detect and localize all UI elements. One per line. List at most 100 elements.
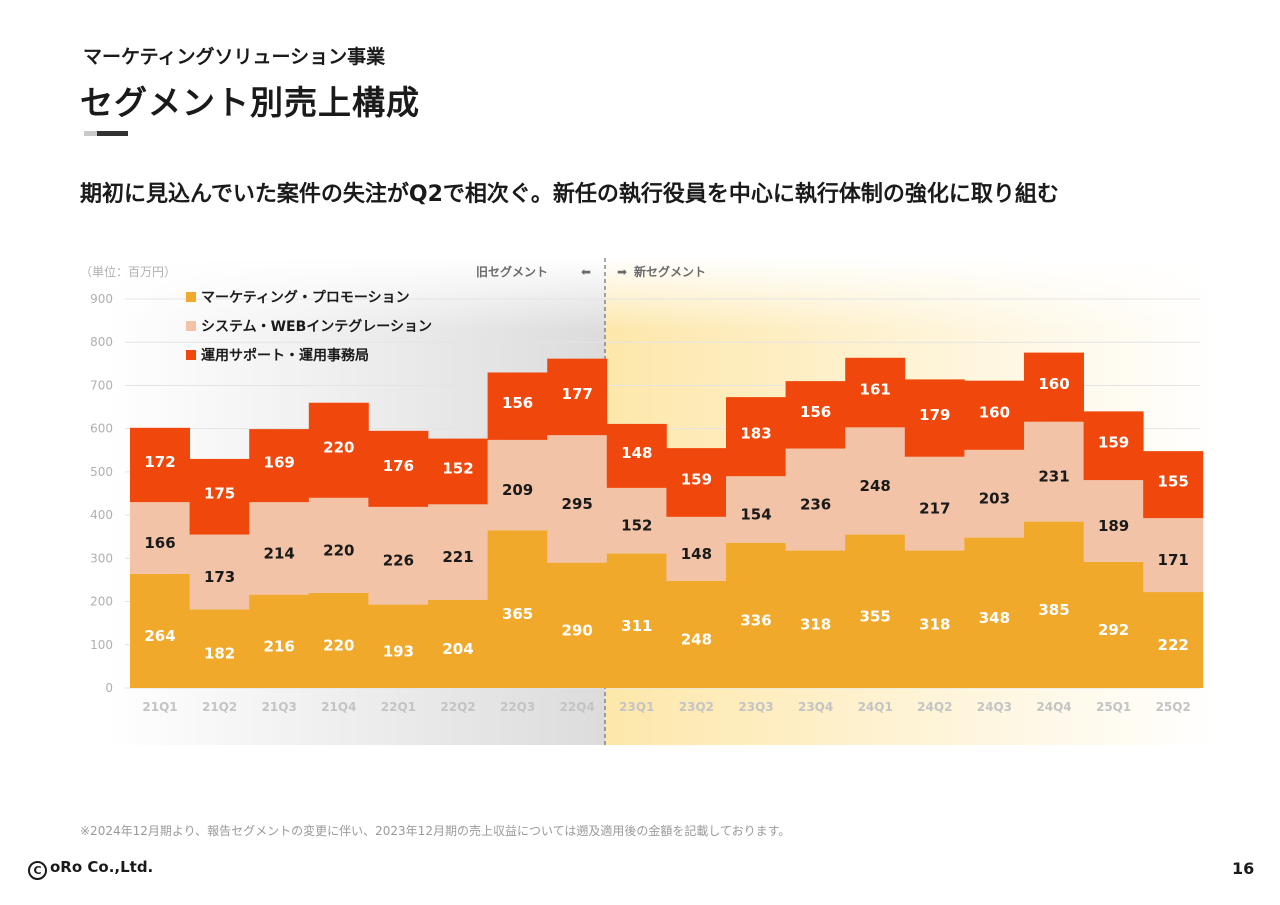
bar-segment (130, 573, 190, 688)
data-label: 189 (1098, 517, 1129, 535)
bar-segment (189, 458, 250, 535)
data-label: 311 (621, 617, 652, 635)
x-tick-label: 25Q2 (1156, 700, 1191, 714)
bar-segment (1024, 421, 1084, 522)
x-tick-label: 21Q3 (262, 700, 297, 714)
y-tick-label: 100 (90, 638, 113, 652)
bar-segment (1143, 518, 1204, 593)
legend-swatch (186, 350, 196, 360)
bar-segment (130, 427, 190, 503)
data-label: 154 (740, 505, 771, 523)
bar-segment (904, 550, 965, 688)
y-tick-label: 500 (90, 465, 113, 479)
bar-segment (606, 553, 667, 688)
bar-segment (964, 449, 1025, 538)
bar-segment (726, 397, 786, 477)
unit-label: （単位：百万円） (80, 264, 176, 279)
data-label: 160 (1038, 375, 1069, 393)
bar-segment (606, 423, 667, 488)
data-label: 156 (502, 394, 533, 412)
data-label: 365 (502, 605, 533, 623)
bar-segment (487, 372, 548, 440)
old-segment-label: 旧セグメント (476, 264, 548, 279)
bar-segment (189, 609, 250, 688)
x-tick-label: 22Q2 (440, 700, 475, 714)
y-tick-label: 900 (90, 292, 113, 306)
bar-segment (845, 357, 906, 428)
data-label: 159 (1098, 434, 1129, 452)
data-label: 161 (860, 381, 891, 399)
data-label: 155 (1158, 473, 1189, 491)
bar-segment (428, 599, 488, 688)
x-tick-label: 22Q3 (500, 700, 535, 714)
headline-message: 期初に見込んでいた案件の失注がQ2で相次ぐ。新任の執行役員を中心に執行体制の強化… (80, 182, 1059, 207)
data-label: 172 (144, 453, 175, 471)
bar-segment (904, 456, 965, 551)
bar-segment (368, 430, 429, 507)
data-label: 222 (1158, 636, 1189, 654)
y-tick-label: 400 (90, 508, 113, 522)
data-label: 177 (562, 385, 593, 403)
data-label: 159 (681, 470, 712, 488)
data-label: 148 (621, 444, 652, 462)
data-label: 318 (800, 615, 831, 633)
y-tick-label: 700 (90, 378, 113, 392)
bar-segment (1024, 352, 1084, 422)
bar-segment (1083, 480, 1144, 562)
bar-segment (487, 439, 548, 531)
legend-swatch (186, 321, 196, 331)
data-label: 231 (1038, 468, 1069, 486)
bar-segment (964, 380, 1025, 450)
data-label: 176 (383, 457, 414, 475)
data-label: 148 (681, 545, 712, 563)
data-label: 290 (562, 621, 593, 639)
chart-text: 0 100 200 300 400 500 600 700 800 900 （単位：百万円） 264 1… (80, 264, 1191, 714)
data-label: 318 (919, 615, 950, 633)
bar-segment (428, 438, 488, 505)
bar-segment (249, 502, 310, 595)
y-tick-label: 0 (105, 681, 113, 695)
bar-segment (845, 534, 906, 688)
bar-segment (308, 592, 369, 688)
data-label: 209 (502, 481, 533, 499)
x-tick-label: 23Q3 (738, 700, 773, 714)
bar-segment (547, 358, 608, 436)
data-label: 171 (1158, 551, 1189, 569)
data-label: 348 (979, 609, 1010, 627)
data-label: 183 (740, 425, 771, 443)
bar-segment (785, 381, 846, 449)
bar-segment (368, 506, 429, 605)
data-label: 248 (681, 630, 712, 648)
legend-label: マーケティング・プロモーション (201, 289, 410, 306)
data-label: 292 (1098, 621, 1129, 639)
page-title: セグメント別売上構成 (80, 83, 420, 122)
data-label: 204 (442, 640, 473, 658)
bar-segment (368, 604, 429, 688)
data-label: 264 (144, 627, 175, 645)
bar-segment (547, 562, 608, 688)
bar-segment (726, 476, 786, 543)
data-label: 295 (562, 495, 593, 513)
data-label: 217 (919, 500, 950, 518)
bar-segment (1143, 451, 1204, 519)
bar-segment (130, 502, 190, 574)
company-name: oRo Co.,Ltd. (50, 858, 154, 876)
bar-segment (666, 580, 727, 688)
x-tick-label: 21Q2 (202, 700, 237, 714)
bar-segment (666, 516, 727, 581)
bar-segment (249, 429, 310, 503)
x-tick-label: 23Q1 (619, 700, 654, 714)
bar-segment (964, 537, 1025, 688)
data-label: 203 (979, 490, 1010, 508)
y-tick-label: 300 (90, 551, 113, 565)
data-label: 220 (323, 636, 354, 654)
bar-segment (1083, 411, 1144, 481)
data-label: 336 (740, 611, 771, 629)
x-tick-label: 25Q1 (1096, 700, 1131, 714)
data-label: 248 (860, 477, 891, 495)
new-segment-label: 新セグメント (634, 264, 706, 279)
x-tick-label: 24Q3 (977, 700, 1012, 714)
data-label: 169 (264, 454, 295, 472)
